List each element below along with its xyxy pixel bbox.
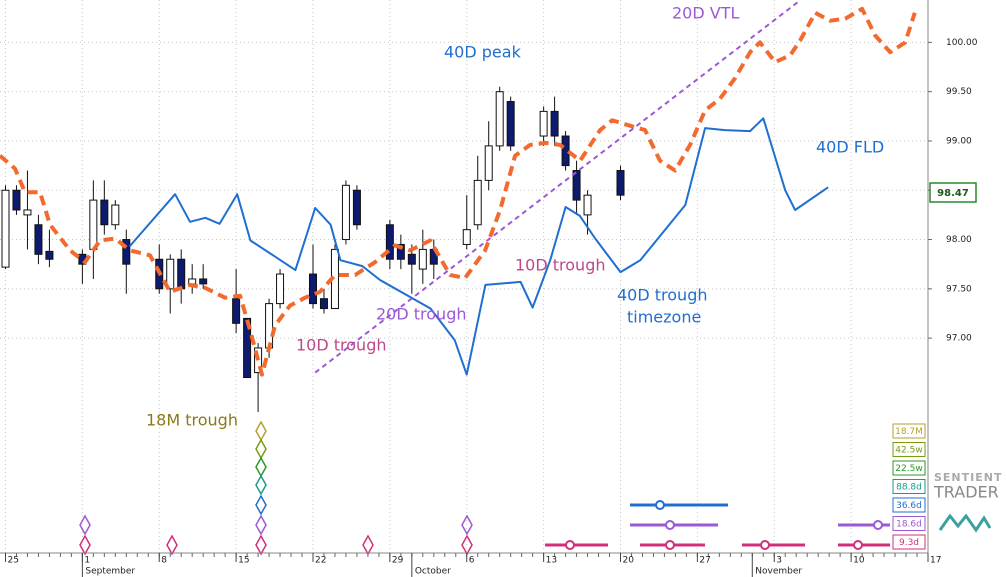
candle-body: [572, 170, 581, 201]
candle-body: [177, 258, 186, 290]
month-label: October: [415, 567, 451, 577]
last-price-box: [929, 182, 977, 203]
x-tick-label: 1: [84, 556, 90, 566]
candle-body: [352, 189, 361, 226]
candle-body: [45, 250, 54, 260]
x-tick-label: 29: [392, 556, 404, 566]
x-tick-label: 6: [469, 556, 475, 566]
candle-body: [462, 229, 471, 245]
x-tick-label: 15: [238, 556, 249, 566]
logo-mark: [938, 513, 992, 533]
candle-body: [616, 170, 625, 196]
candle-body: [539, 110, 548, 137]
annotation: 40D trough: [617, 286, 708, 305]
candle-body: [418, 248, 427, 270]
candle-body: [583, 194, 592, 216]
month-label: November: [755, 567, 802, 577]
candle-body: [1, 189, 10, 268]
logo: SENTIENT: [934, 471, 1002, 484]
cycle-label: 88.8d: [896, 483, 922, 493]
y-tick-label: 98.00: [946, 235, 972, 245]
cycle-box: [892, 534, 926, 550]
candle-body: [495, 91, 504, 147]
month-label: September: [85, 567, 135, 577]
annotation: 10D trough: [296, 336, 387, 355]
candle-body: [396, 243, 405, 260]
candle-body: [385, 224, 394, 260]
y-tick-label: 99.00: [946, 136, 972, 146]
candle-body: [100, 199, 109, 226]
candle-body: [473, 179, 482, 226]
candle-body: [166, 258, 175, 290]
candle-body: [276, 273, 285, 305]
candle-body: [308, 273, 317, 305]
annotation: timezone: [627, 308, 701, 327]
cycle-markers: [79, 420, 890, 556]
logo: TRADER: [933, 483, 999, 502]
marks: [0, 0, 917, 413]
annotation: 40D peak: [444, 43, 522, 62]
cycle-box: [892, 423, 926, 439]
annotation: 18M trough: [146, 411, 238, 430]
candle-body: [12, 189, 21, 211]
candle-body: [122, 239, 131, 265]
cycle-box: [892, 442, 926, 457]
y-tick-label: 100.00: [946, 38, 978, 48]
line-label: 20D VTL: [672, 4, 739, 23]
x-tick-label: 13: [546, 556, 557, 566]
annotation: 20D trough: [376, 305, 467, 324]
candle-body: [34, 224, 43, 255]
cycle-label: 42.5w: [895, 446, 922, 456]
cycle-box: [892, 479, 926, 494]
y-tick-label: 99.50: [946, 87, 972, 97]
candle-body: [23, 209, 32, 216]
candle-body: [506, 101, 515, 147]
cycle-label: 18.6d: [896, 520, 922, 530]
cycle-box: [892, 460, 926, 476]
cycle-label: 9.3d: [899, 538, 919, 548]
candle-body: [243, 317, 252, 379]
axes: 97.0097.5098.0098.5099.0099.50100.002518…: [4, 38, 978, 577]
x-tick-label: 17: [930, 556, 941, 566]
x-tick-label: 27: [699, 556, 710, 566]
cycle-label: 36.6d: [896, 501, 922, 511]
line-label: 40D FLD: [816, 138, 884, 157]
candle-body: [484, 145, 493, 181]
candle-body: [89, 199, 98, 250]
cycle-label: 18.7M: [895, 427, 923, 437]
line: [314, 0, 802, 374]
line: [128, 117, 829, 376]
x-tick-label: 8: [161, 556, 167, 566]
candle-body: [550, 110, 559, 137]
annotation: 10D trough: [515, 256, 606, 275]
x-tick-label: 22: [315, 556, 326, 566]
x-tick-label: 25: [7, 556, 18, 566]
candle-body: [561, 135, 570, 167]
candle-body: [265, 303, 274, 349]
last-price: 98.47: [937, 188, 969, 199]
cycle-legend: 18.7M 42.5w 22.5w 88.8d 36.6d 18.6d 9.3d: [892, 423, 926, 550]
cycle-box: [892, 497, 926, 513]
candle-body: [111, 204, 120, 226]
cycle-label: 22.5w: [895, 464, 922, 474]
cycle-box: [892, 516, 926, 531]
y-tick-label: 97.50: [946, 284, 972, 294]
y-tick-label: 97.00: [946, 334, 972, 344]
candle-body: [407, 253, 416, 265]
candle-body: [199, 278, 208, 285]
x-tick-label: 3: [776, 556, 782, 566]
candle-body: [319, 298, 328, 310]
x-tick-label: 20: [622, 556, 634, 566]
x-tick-label: 10: [853, 556, 865, 566]
candle-body: [341, 184, 350, 241]
line: [0, 6, 917, 377]
candle-body: [232, 298, 241, 324]
grid: [0, 0, 929, 553]
